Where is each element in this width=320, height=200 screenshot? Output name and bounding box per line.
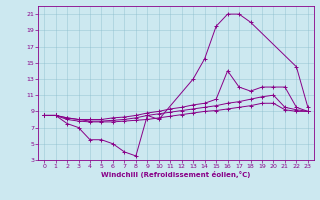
X-axis label: Windchill (Refroidissement éolien,°C): Windchill (Refroidissement éolien,°C) <box>101 171 251 178</box>
